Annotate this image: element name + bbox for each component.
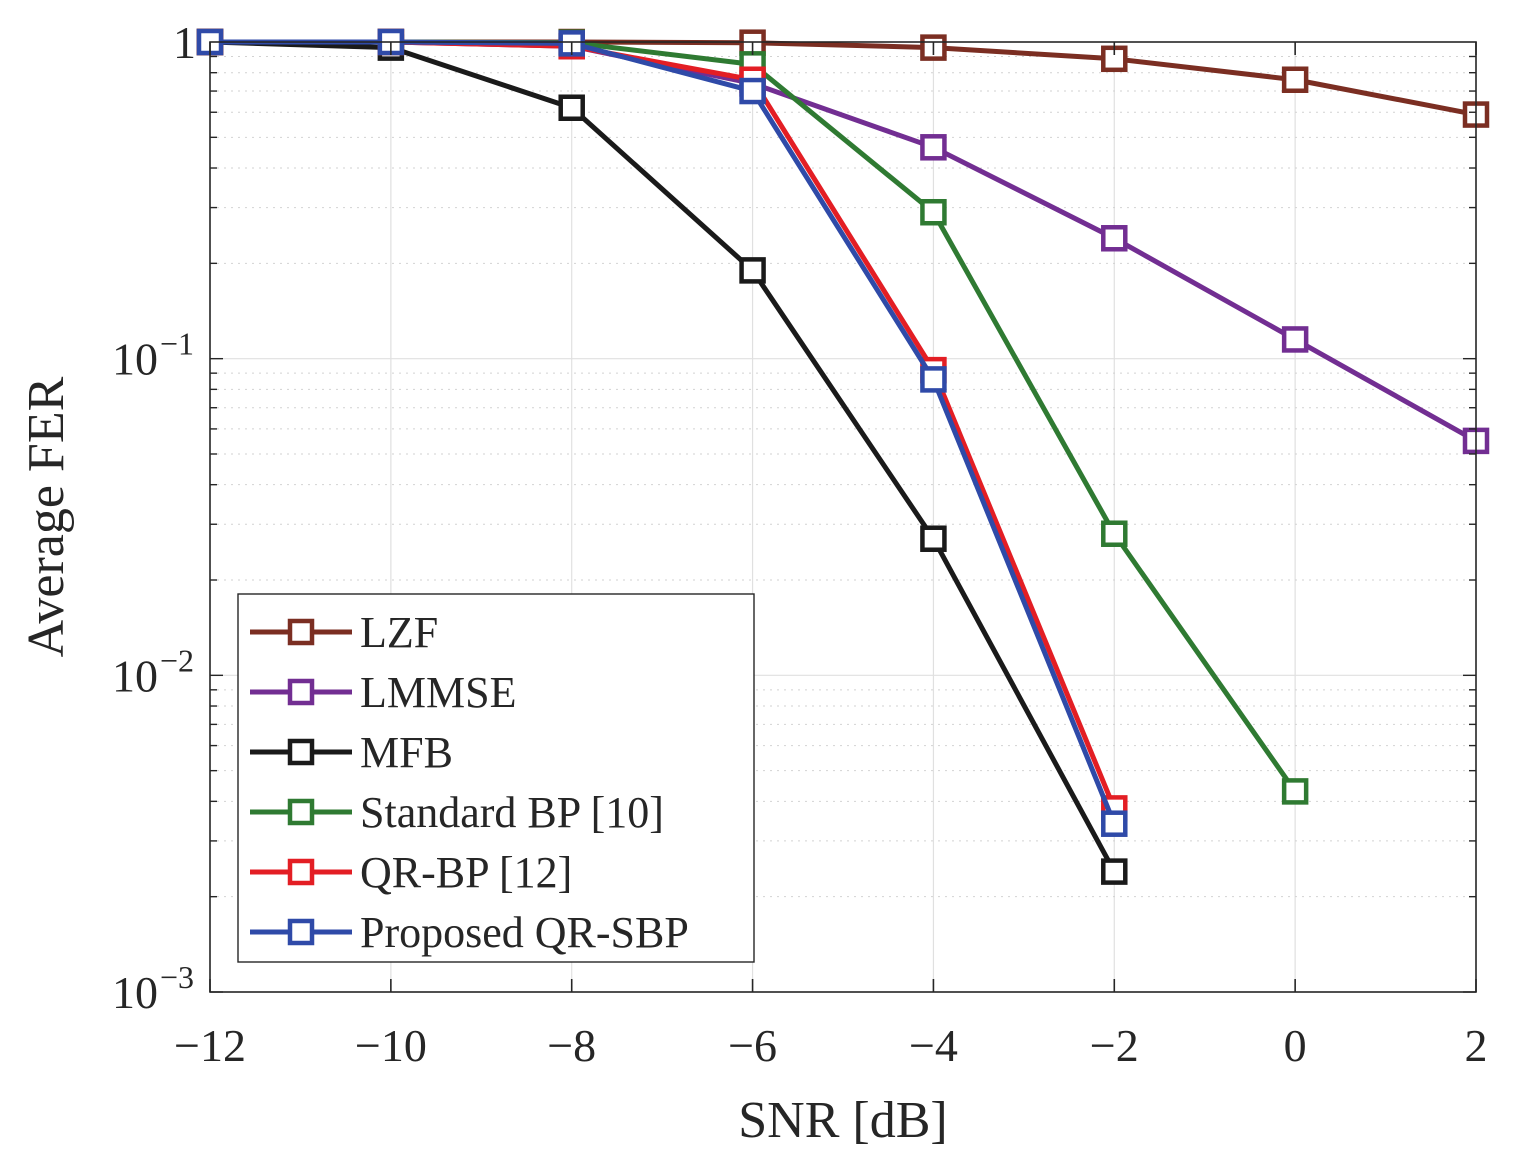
x-tick-label: −6 (728, 1020, 777, 1071)
data-point (1281, 778, 1309, 805)
data-point (1101, 810, 1128, 837)
y-axis-label: Average FER (18, 376, 75, 657)
data-point (920, 525, 947, 552)
data-point (920, 198, 947, 226)
x-axis-label: SNR [dB] (738, 1092, 947, 1149)
legend-entry: LZF (250, 608, 438, 657)
data-point (1101, 520, 1128, 547)
y-tick-label-exponent: −2 (160, 642, 194, 678)
legend-entry: Standard BP [10] (250, 788, 664, 837)
legend-label: Standard BP [10] (360, 788, 664, 837)
series-line (207, 39, 1117, 875)
y-tick-label: 10 (112, 334, 158, 385)
x-tick-label: 0 (1284, 1020, 1307, 1071)
legend-label: QR-BP [12] (360, 848, 572, 897)
legend-marker (287, 798, 315, 826)
data-point (739, 257, 766, 284)
data-point (1101, 225, 1128, 252)
y-tick-labels: 110−110−210−3 (112, 17, 196, 1018)
x-tick-label: −10 (355, 1020, 427, 1071)
legend-label: LZF (360, 608, 438, 657)
legend-marker (287, 858, 315, 886)
legend-entry: MFB (250, 728, 453, 777)
legend-label: Proposed QR-SBP (360, 908, 689, 957)
legend-box (237, 593, 755, 963)
data-point (1281, 66, 1309, 93)
legend-entry: LMMSE (250, 668, 516, 717)
data-point (920, 366, 947, 393)
legend-marker (287, 918, 315, 946)
legend: LZF LMMSE MFB Standard BP [10] QR-BP [12] Pro… (237, 593, 755, 963)
x-tick-label: −12 (174, 1020, 246, 1071)
legend-marker (287, 738, 315, 766)
legend-entry: QR-BP [12] (250, 848, 572, 897)
data-point (739, 77, 766, 105)
data-point (1281, 326, 1309, 353)
x-tick-label: −8 (547, 1020, 596, 1071)
legend-entry: Proposed QR-SBP (250, 908, 689, 957)
y-tick-label: 1 (173, 17, 196, 68)
x-tick-labels: −12 −10 −8 −6 −4 −2 0 2 (174, 1020, 1487, 1071)
x-tick-label: −2 (1090, 1020, 1139, 1071)
data-point (920, 134, 947, 161)
data-point (558, 94, 585, 121)
axes-box (209, 41, 1477, 993)
y-tick-label-exponent: −1 (160, 326, 194, 362)
data-point (1101, 858, 1128, 885)
legend-label: LMMSE (360, 668, 516, 717)
y-tick-label: 10 (112, 967, 158, 1018)
legend-marker (287, 678, 315, 706)
legend-marker (287, 618, 315, 646)
x-tick-label: 2 (1465, 1020, 1488, 1071)
legend-label: MFB (360, 728, 453, 777)
y-tick-label-exponent: −3 (160, 959, 194, 995)
ticks (209, 42, 1477, 993)
x-tick-label: −4 (909, 1020, 958, 1071)
y-tick-label: 10 (112, 650, 158, 701)
